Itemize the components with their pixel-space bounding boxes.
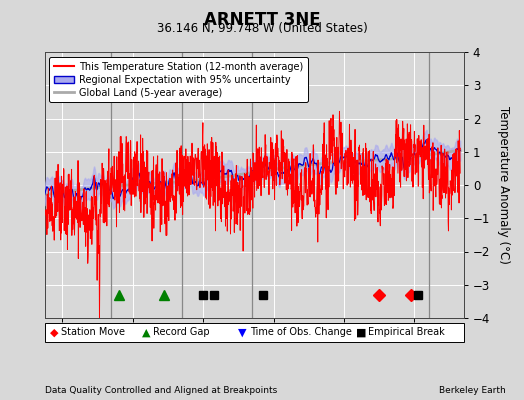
- Text: Data Quality Controlled and Aligned at Breakpoints: Data Quality Controlled and Aligned at B…: [45, 386, 277, 395]
- Text: Berkeley Earth: Berkeley Earth: [439, 386, 506, 395]
- Text: Station Move: Station Move: [61, 327, 125, 338]
- Text: 36.146 N, 99.748 W (United States): 36.146 N, 99.748 W (United States): [157, 22, 367, 36]
- Text: ARNETT 3NE: ARNETT 3NE: [204, 11, 320, 29]
- Y-axis label: Temperature Anomaly (°C): Temperature Anomaly (°C): [497, 106, 509, 264]
- Text: Time of Obs. Change: Time of Obs. Change: [250, 327, 352, 338]
- Text: ■: ■: [356, 327, 367, 338]
- Text: ▲: ▲: [141, 327, 150, 338]
- Text: ◆: ◆: [50, 327, 58, 338]
- Text: Empirical Break: Empirical Break: [368, 327, 444, 338]
- Text: Record Gap: Record Gap: [153, 327, 210, 338]
- Text: ▼: ▼: [238, 327, 247, 338]
- Legend: This Temperature Station (12-month average), Regional Expectation with 95% uncer: This Temperature Station (12-month avera…: [49, 57, 308, 102]
